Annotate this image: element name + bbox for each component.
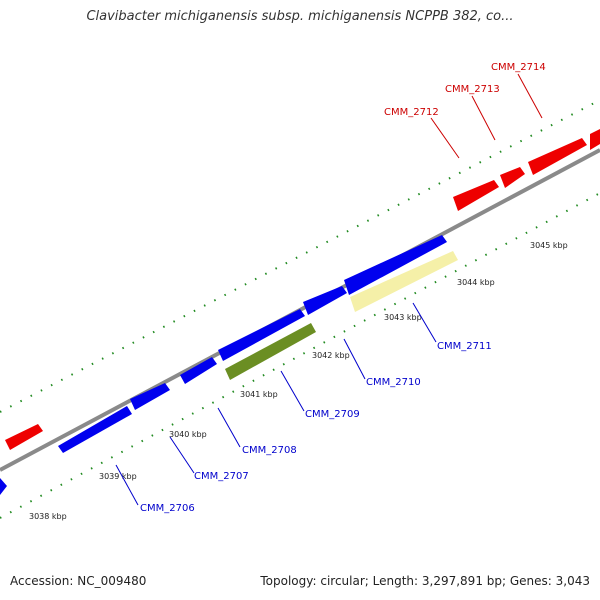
forward-genes — [5, 129, 600, 450]
rna-gene[interactable] — [225, 323, 316, 380]
forward-gene[interactable] — [590, 129, 600, 150]
accession-text: Accession: NC_009480 — [10, 574, 147, 588]
tick-labels: 3038 kbp 3039 kbp 3040 kbp 3041 kbp 3042… — [29, 241, 568, 521]
leader-line — [217, 407, 241, 448]
reverse-genes — [0, 235, 458, 495]
leader-line — [280, 370, 305, 412]
gene-label[interactable]: CMM_2708 — [242, 445, 297, 456]
leader-line — [115, 464, 139, 506]
reverse-gene[interactable] — [344, 235, 447, 295]
forward-gene[interactable] — [500, 167, 525, 188]
gene-label[interactable]: CMM_2711 — [437, 341, 492, 352]
reverse-gene[interactable] — [58, 406, 132, 453]
inner-tick-track — [0, 192, 600, 519]
gene-label[interactable]: CMM_2707 — [194, 471, 249, 482]
tick-label: 3039 kbp — [99, 472, 137, 481]
leader-line — [430, 117, 460, 159]
leader-line — [169, 436, 195, 474]
tick-label: 3043 kbp — [384, 313, 422, 322]
tick-label: 3044 kbp — [457, 278, 495, 287]
reverse-gene[interactable] — [218, 309, 305, 361]
gene-label[interactable]: CMM_2710 — [366, 377, 421, 388]
leader-line — [517, 73, 543, 119]
map-title: Clavibacter michiganensis subsp. michiga… — [86, 9, 514, 24]
tick-label: 3042 kbp — [312, 351, 350, 360]
gene-label[interactable]: CMM_2713 — [445, 84, 500, 95]
tick-label: 3045 kbp — [530, 241, 568, 250]
outer-tick-track — [0, 99, 600, 413]
forward-gene[interactable] — [453, 180, 499, 211]
reverse-gene[interactable] — [303, 286, 347, 315]
forward-leaders — [430, 73, 543, 159]
tick-label: 3038 kbp — [29, 512, 67, 521]
reverse-gene[interactable] — [180, 357, 217, 384]
reverse-gene[interactable] — [130, 383, 170, 410]
gene-label[interactable]: CMM_2709 — [305, 409, 360, 420]
reverse-leaders — [115, 302, 437, 506]
gene-label[interactable]: CMM_2712 — [384, 107, 439, 118]
leader-line — [412, 302, 437, 343]
tick-label: 3041 kbp — [240, 390, 278, 399]
forward-gene[interactable] — [5, 424, 43, 450]
leader-line — [471, 95, 496, 141]
forward-gene[interactable] — [528, 138, 587, 175]
gene-label[interactable]: CMM_2714 — [491, 62, 546, 73]
reverse-gene[interactable] — [0, 478, 7, 495]
gene-label[interactable]: CMM_2706 — [140, 503, 195, 514]
topology-summary: Topology: circular; Length: 3,297,891 bp… — [260, 574, 590, 588]
reverse-gene-labels: CMM_2706 CMM_2707 CMM_2708 CMM_2709 CMM_… — [140, 341, 492, 514]
leader-line — [343, 338, 366, 380]
highlighted-gene[interactable] — [350, 251, 458, 312]
tick-label: 3040 kbp — [169, 430, 207, 439]
forward-gene-labels: CMM_2712 CMM_2713 CMM_2714 — [384, 62, 546, 118]
